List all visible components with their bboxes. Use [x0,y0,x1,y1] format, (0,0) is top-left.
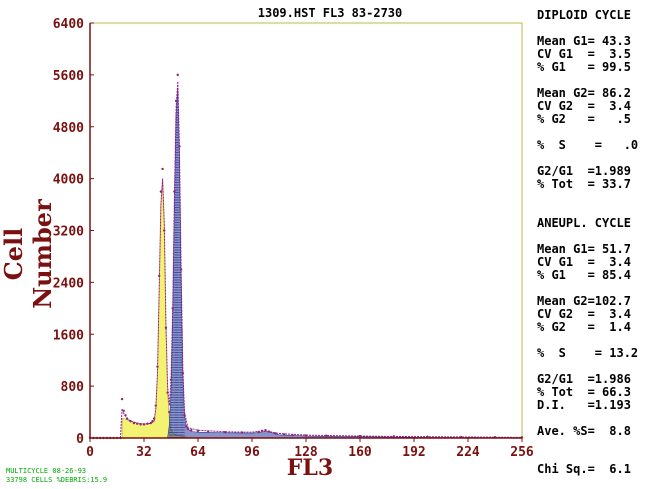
diploid-g2-mean: Mean G2= 86.2 [537,86,631,100]
fit-line [119,81,523,439]
y-tick-label: 6400 [53,17,84,32]
y-tick-label: 3200 [53,225,84,240]
aneuploid-g1-cv: CV G1 = 3.4 [537,255,631,269]
fit-curve [119,81,523,439]
x-axis-label: FL3 [286,455,334,481]
aneuploid-g1-mean: Mean G1= 51.7 [537,242,631,256]
x-tick-label: 64 [190,445,206,460]
y-tick-label: 0 [76,432,84,447]
histogram-point [358,434,362,438]
footer-line-1: MULTICYCLE 08-26-93 [6,467,87,475]
histogram-points [88,73,524,440]
diploid-g2-pct: % G2 = .5 [537,112,631,126]
statistics-panel: DIPLOID CYCLE Mean G1= 43.3 CV G1 = 3.5 … [533,0,649,489]
chart-title: 1309.HST FL3 83-2730 [257,6,403,20]
plot-frame [89,22,523,439]
dna-index: D.I. =1.193 [537,398,631,412]
aneuploid-s-phase: % S = 13.2 [537,346,639,360]
diploid-cycle-header: DIPLOID CYCLE [537,8,631,22]
x-tick-label: 96 [244,445,260,460]
average-s-phase: Ave. %S= 8.8 [537,424,631,438]
footer-line-2: 33798 CELLS %DEBRIS:15.9 [6,476,108,484]
chi-square: Chi Sq.= 6.1 [537,462,631,476]
y-tick-label: 4000 [53,173,84,188]
x-tick-label: 192 [402,445,425,460]
y-tick-label: 2400 [53,276,84,291]
x-tick-label: 32 [136,445,152,460]
histogram-point [122,409,125,412]
diploid-g1-cv: CV G1 = 3.5 [537,47,631,61]
diploid-g2-g1-ratio: G2/G1 =1.989 [537,164,631,178]
y-tick-labels: 0 800 1600 2400 3200 4000 4800 5600 6400 [53,17,94,447]
histogram-point [120,397,124,401]
x-tick-label: 224 [456,445,480,460]
x-tick-labels: 0 32 64 96 128 160 192 224 256 [86,438,534,460]
plot-border [89,22,523,439]
histogram-point [190,429,193,432]
aneuploid-g2-g1-ratio: G2/G1 =1.986 [537,372,631,386]
y-tick-label: 1600 [53,328,84,343]
x-tick-label: 0 [86,445,94,460]
y-axis-label: Cell Number [0,199,57,309]
aneuploid-g2-cv: CV G2 = 3.4 [537,307,631,321]
aneuploid-region [167,87,523,439]
histogram-point [176,73,179,77]
axes [89,23,522,439]
aneuploid-g2-mean: Mean G2=102.7 [537,294,631,308]
cycle-regions [121,87,523,439]
histogram-point [184,425,188,428]
histogram-point [168,410,171,414]
diploid-s-phase: % S = .0 [537,138,639,152]
x-tick-label: 256 [510,445,534,460]
aneuploid-g1-pct: % G1 = 85.4 [537,268,631,282]
diploid-g2-cv: CV G2 = 3.4 [537,99,631,113]
aneuploid-total-pct: % Tot = 66.3 [537,385,631,399]
histogram-point [161,167,164,171]
histogram-point [186,427,190,431]
x-tick-label: 128 [294,445,318,460]
x-tick-label: 160 [348,445,372,460]
aneuploid-cycle-header: ANEUPL. CYCLE [537,216,631,230]
diploid-total-pct: % Tot = 33.7 [537,177,631,191]
aneuploid-g2-pct: % G2 = 1.4 [537,320,631,334]
diploid-g1-pct: % G1 = 99.5 [537,60,631,74]
y-tick-label: 4800 [53,121,84,136]
y-tick-label: 5600 [53,69,84,84]
diploid-g1-mean: Mean G1= 43.3 [537,34,631,48]
y-tick-label: 800 [61,380,85,395]
